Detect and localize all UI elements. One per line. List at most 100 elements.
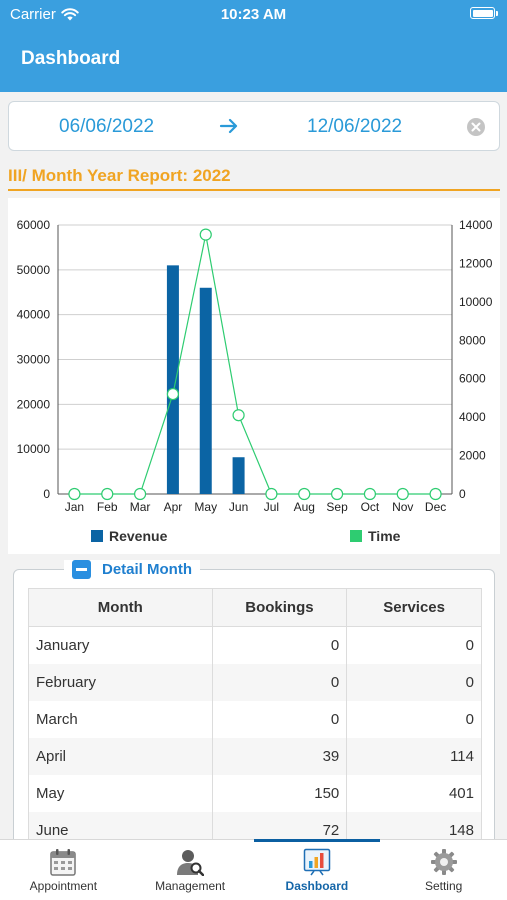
y-right-tick-label: 14000	[459, 218, 493, 232]
x-tick-label: Feb	[97, 500, 118, 514]
x-tick-label: Dec	[425, 500, 446, 514]
revenue-time-chart: 0 10000 20000 30000 40000 50000 60000 0 2000 4000…	[8, 198, 500, 554]
cell-month: January	[28, 626, 213, 664]
y-left-tick-label: 0	[43, 487, 50, 501]
table-header-row: Month Bookings Services	[28, 588, 482, 627]
table-row: April 39 114	[28, 737, 482, 775]
x-tick-label: Jan	[65, 500, 84, 514]
tab-management[interactable]: Management	[127, 840, 254, 900]
x-tick-label: Mar	[130, 500, 151, 514]
point-time	[429, 487, 442, 501]
app-header: Carrier 10:23 AM Dashboard	[0, 0, 507, 92]
cell-month: April	[28, 737, 213, 775]
cell-bookings: 39	[211, 737, 348, 775]
y-left-tick-label: 50000	[17, 263, 51, 277]
y-left-tick-label: 30000	[17, 353, 51, 367]
gear-icon	[430, 849, 457, 875]
user-search-icon	[177, 850, 205, 876]
detail-month-header[interactable]: Detail Month	[64, 560, 200, 579]
point-time	[232, 409, 245, 422]
y-right-tick-label: 10000	[459, 295, 493, 309]
x-tick-label: Oct	[361, 500, 380, 514]
bar-revenue	[199, 287, 212, 494]
point-time	[68, 487, 81, 501]
carrier-label: Carrier	[10, 6, 56, 23]
cell-services: 0	[346, 626, 482, 664]
bottom-tab-bar: Appointment Management Dashboard	[0, 839, 507, 900]
point-time	[363, 487, 377, 501]
carrier-info: Carrier	[10, 6, 79, 23]
y-left-tick-label: 10000	[17, 442, 51, 456]
y-right-tick-label: 12000	[459, 256, 493, 270]
y-left-tick-label: 20000	[17, 397, 51, 411]
x-tick-label: Nov	[392, 500, 413, 514]
legend-revenue[interactable]: Revenue	[91, 528, 167, 544]
collapse-icon[interactable]	[72, 560, 91, 579]
y-right-tick-label: 8000	[459, 333, 486, 347]
legend-time[interactable]: Time	[350, 528, 400, 544]
detail-month-title: Detail Month	[102, 561, 192, 578]
cell-services: 114	[346, 737, 482, 775]
legend-revenue-swatch	[91, 530, 103, 542]
point-time	[101, 487, 114, 501]
point-time	[330, 487, 344, 501]
y-right-tick-label: 4000	[459, 410, 486, 424]
point-time	[199, 228, 212, 241]
point-time	[396, 487, 409, 501]
legend-revenue-label: Revenue	[109, 528, 168, 544]
tab-dashboard[interactable]: Dashboard	[253, 839, 381, 900]
chart-icon	[303, 848, 331, 876]
tab-appointment[interactable]: Appointment	[0, 840, 127, 900]
battery-icon	[470, 7, 498, 19]
table-row: March 0 0	[28, 700, 482, 738]
report-divider	[8, 189, 500, 191]
status-time: 10:23 AM	[220, 6, 287, 23]
wifi-icon	[61, 8, 79, 21]
tab-dashboard-label: Dashboard	[285, 879, 349, 893]
cell-services: 401	[346, 774, 482, 812]
x-tick-label: Sep	[326, 500, 348, 514]
table-row: February 0 0	[28, 663, 482, 701]
start-date[interactable]: 06/06/2022	[59, 116, 155, 137]
cell-month: February	[28, 663, 213, 701]
y-right-tick-label: 6000	[459, 372, 486, 386]
end-date[interactable]: 12/06/2022	[307, 116, 403, 137]
tab-setting[interactable]: Setting	[380, 840, 507, 900]
point-time	[133, 487, 147, 501]
report-title: III/ Month Year Report: 2022	[8, 166, 231, 185]
column-header-bookings: Bookings	[211, 588, 348, 627]
cell-month: March	[28, 700, 213, 738]
y-left-tick-label: 40000	[17, 308, 51, 322]
table-row: January 0 0	[28, 626, 482, 664]
month-table: Month Bookings Services January 0 0 Febr…	[28, 588, 482, 849]
cell-services: 0	[346, 663, 482, 701]
bar-revenue	[232, 457, 245, 494]
tab-management-label: Management	[155, 879, 226, 893]
clear-icon[interactable]	[467, 118, 485, 136]
column-header-services: Services	[346, 588, 482, 627]
y-right-tick-label: 2000	[459, 449, 486, 463]
x-tick-label: Jul	[264, 500, 279, 514]
cell-month: May	[28, 774, 213, 812]
point-time	[166, 387, 180, 401]
legend-time-swatch	[350, 530, 362, 542]
legend-time-label: Time	[368, 528, 401, 544]
table-row: May 150 401	[28, 774, 482, 812]
page-title: Dashboard	[21, 48, 121, 69]
point-time	[298, 487, 311, 501]
point-time	[265, 487, 278, 501]
arrow-right-icon	[219, 118, 238, 134]
chart-canvas: 0 10000 20000 30000 40000 50000 60000 0 2000 4000…	[17, 218, 493, 514]
tab-appointment-label: Appointment	[29, 879, 98, 893]
line-time	[74, 234, 436, 495]
cell-bookings: 150	[211, 774, 348, 812]
detail-month-section: Detail Month Month Bookings Services Jan…	[13, 560, 495, 859]
y-left-tick-label: 60000	[17, 218, 51, 232]
cell-services: 0	[346, 700, 482, 738]
active-tab-indicator	[253, 839, 381, 842]
bar-revenue	[166, 265, 179, 494]
calendar-icon	[50, 849, 77, 876]
cell-bookings: 0	[211, 663, 348, 701]
cell-bookings: 0	[211, 700, 348, 738]
date-range-picker[interactable]: 06/06/2022 12/06/2022	[8, 101, 500, 151]
